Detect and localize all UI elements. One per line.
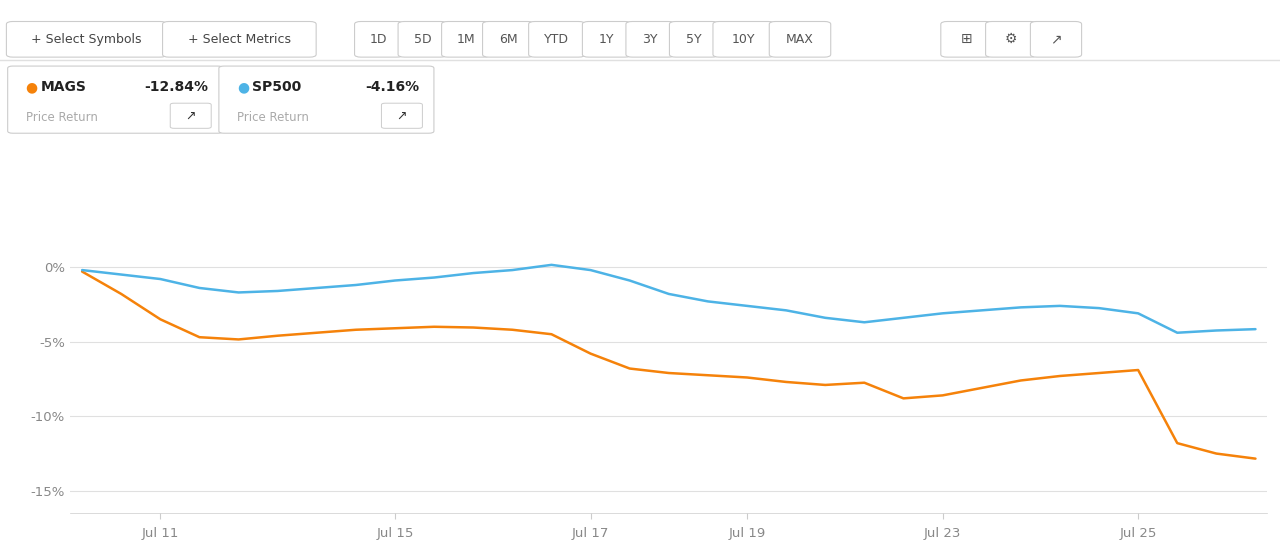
- Text: Price Return: Price Return: [237, 111, 308, 124]
- Text: 1M: 1M: [457, 33, 475, 46]
- Text: ⊞: ⊞: [960, 32, 973, 46]
- Text: 3Y: 3Y: [643, 33, 658, 46]
- Text: YTD: YTD: [544, 33, 570, 46]
- Text: ↗: ↗: [186, 109, 196, 122]
- Text: -4.16%: -4.16%: [366, 80, 420, 94]
- Text: SP500: SP500: [252, 80, 301, 94]
- Text: 10Y: 10Y: [732, 33, 755, 46]
- Text: ●: ●: [237, 80, 248, 94]
- Text: MAX: MAX: [786, 33, 814, 46]
- Text: 1D: 1D: [370, 33, 388, 46]
- Text: 1Y: 1Y: [599, 33, 614, 46]
- Text: ⚙: ⚙: [1005, 32, 1018, 46]
- Text: -12.84%: -12.84%: [145, 80, 209, 94]
- Text: MAGS: MAGS: [41, 80, 87, 94]
- Text: 6M: 6M: [499, 33, 517, 46]
- Text: + Select Metrics: + Select Metrics: [188, 33, 291, 46]
- Text: ↗: ↗: [397, 109, 407, 122]
- Text: ●: ●: [26, 80, 37, 94]
- Text: 5D: 5D: [413, 33, 431, 46]
- Text: ↗: ↗: [1050, 32, 1062, 46]
- Text: + Select Symbols: + Select Symbols: [31, 33, 142, 46]
- Text: 5Y: 5Y: [686, 33, 701, 46]
- Text: Price Return: Price Return: [26, 111, 97, 124]
